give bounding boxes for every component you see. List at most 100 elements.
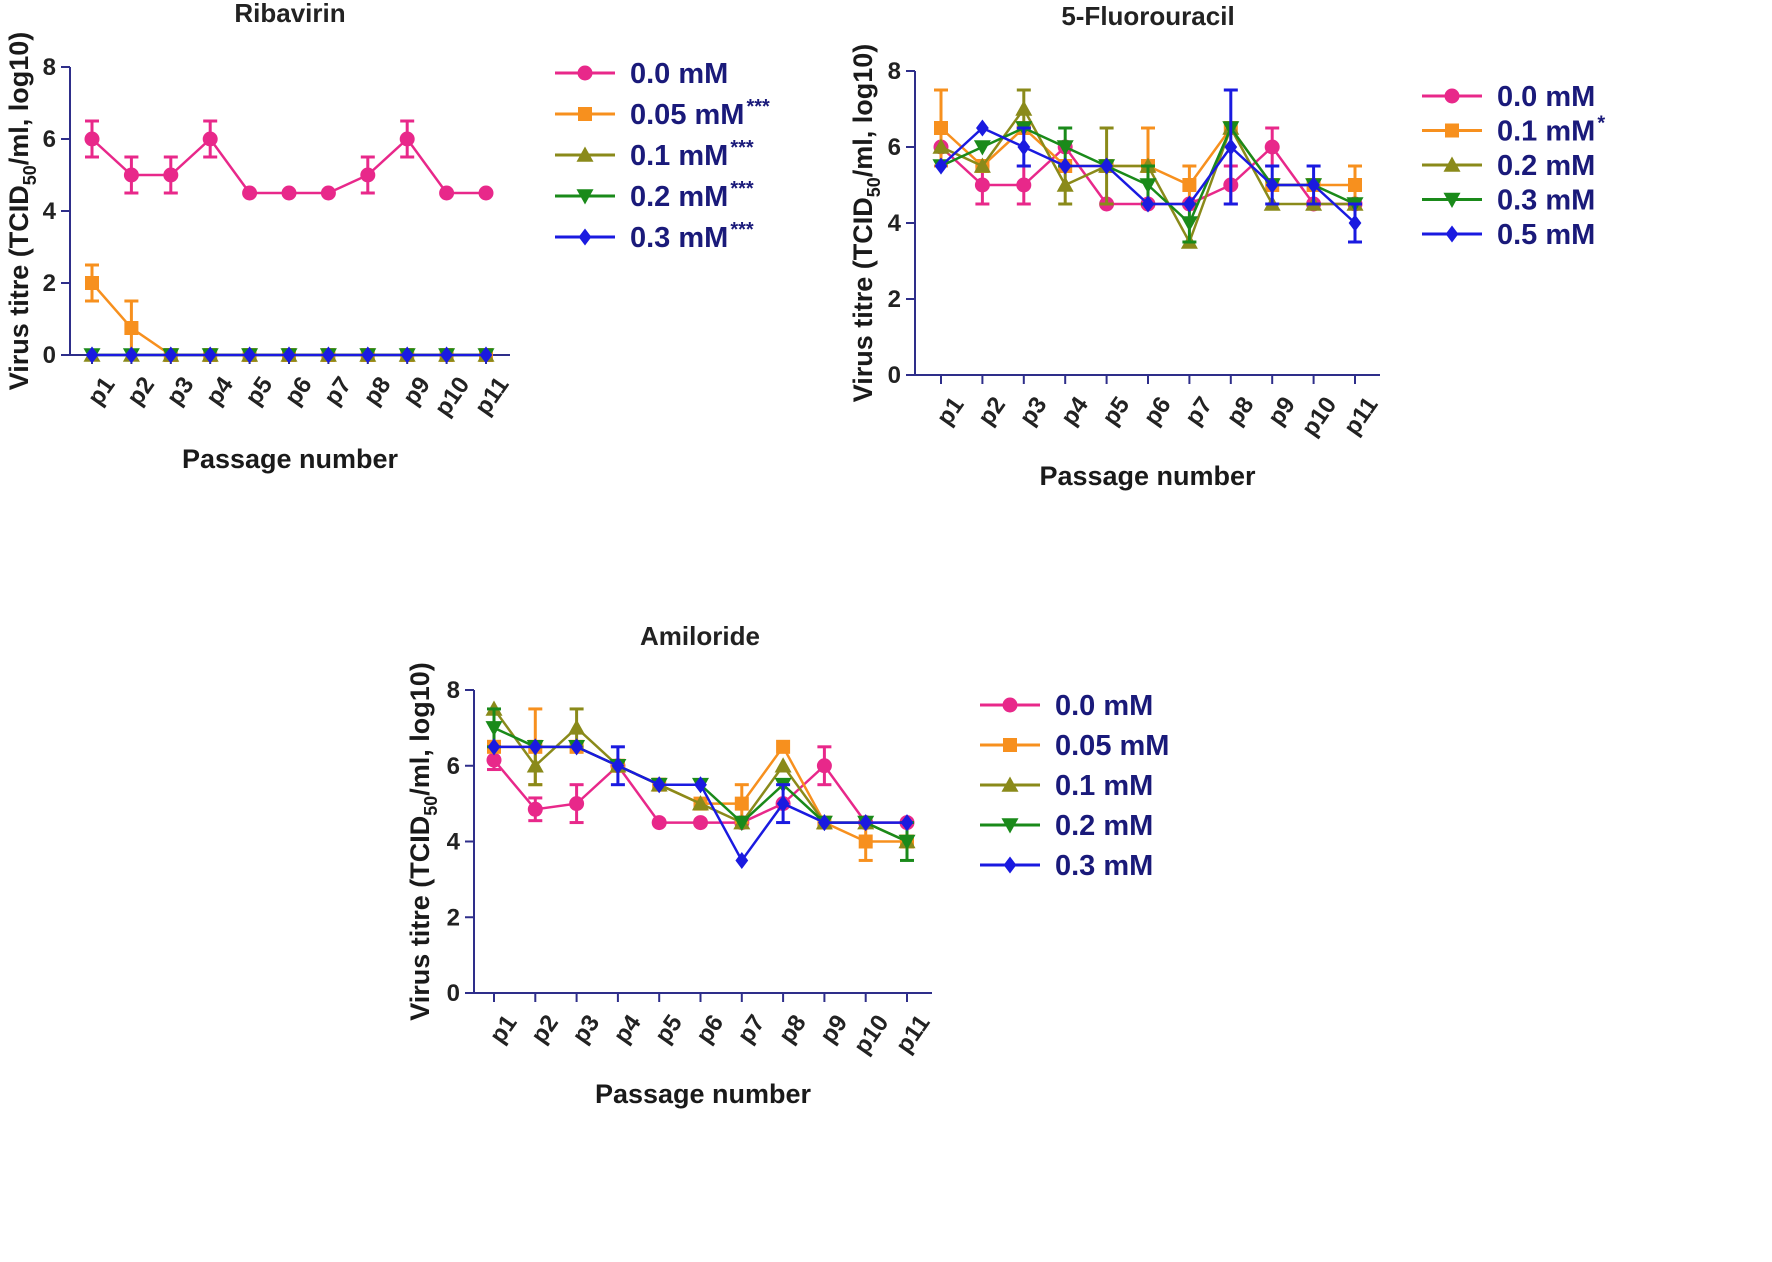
data-point [973, 157, 991, 173]
data-point [125, 346, 138, 364]
data-point [527, 801, 543, 817]
x-tick-label: p5 [240, 372, 278, 410]
data-point [360, 167, 376, 183]
legend-label: 0.2 mM [1055, 810, 1153, 842]
data-point [1182, 178, 1197, 192]
chart-title: Ribavirin [234, 0, 345, 28]
y-tick-label: 4 [43, 198, 57, 225]
y-label-part: /ml, log10) [4, 32, 34, 166]
data-point [361, 346, 375, 364]
y-tick-label: 8 [447, 677, 460, 704]
y-axis-label: Virus titre (TCID50/ml, log10) [848, 44, 884, 403]
data-point [976, 119, 989, 137]
x-tick-label: p11 [891, 1010, 936, 1058]
legend-marker [1445, 225, 1459, 243]
y-tick-label: 2 [888, 286, 901, 313]
y-label-part: /ml, log10) [848, 44, 878, 178]
data-point [1139, 178, 1157, 194]
legend-marker [1003, 738, 1017, 752]
x-tick-label: p8 [1221, 392, 1259, 430]
legend-label: 0.1 mM [1497, 116, 1595, 148]
y-label-part: Virus titre (TCID [405, 816, 435, 1021]
data-point [1265, 176, 1279, 194]
legend-marker [578, 107, 592, 121]
data-point [400, 346, 414, 364]
x-tick-label: p7 [319, 372, 357, 410]
data-point [84, 131, 100, 147]
legend-label: 0.1 mM [1055, 770, 1153, 802]
x-tick-label: p2 [973, 392, 1011, 430]
series-0-5-mM [934, 88, 1362, 244]
x-tick-label: p6 [279, 372, 317, 410]
x-tick-label: p6 [691, 1010, 729, 1048]
legend-marker [1003, 856, 1017, 874]
data-point [124, 321, 139, 335]
y-axis-label: Virus titre (TCID50/ml, log10) [405, 662, 441, 1021]
x-tick-label: p4 [201, 371, 240, 410]
data-point [163, 167, 179, 183]
y-label-part: Virus titre (TCID [4, 185, 34, 390]
data-point [486, 752, 502, 768]
data-point [974, 177, 990, 193]
data-point [568, 719, 586, 735]
x-axis-label: Passage number [182, 444, 399, 474]
data-point [281, 185, 297, 201]
legend-marker [576, 189, 594, 205]
x-tick-label: p2 [526, 1010, 564, 1048]
legend-label: 0.0 mM [630, 58, 728, 90]
y-tick-label: 6 [43, 126, 56, 153]
legend-significance: *** [746, 96, 770, 118]
data-point [479, 346, 493, 364]
series-0-0-mM [84, 119, 494, 201]
data-point [652, 776, 666, 794]
y-tick-label: 0 [447, 980, 460, 1007]
data-point [282, 346, 296, 364]
data-point [203, 346, 217, 364]
data-point [858, 834, 873, 849]
legend-label: 0.0 mM [1055, 690, 1153, 722]
data-point [1183, 195, 1196, 213]
data-point [934, 121, 948, 135]
x-tick-label: p5 [1097, 392, 1135, 430]
data-point [818, 814, 831, 832]
data-point [322, 346, 335, 364]
y-label-subscript: 50 [421, 796, 441, 816]
x-tick-label: p3 [567, 1010, 605, 1048]
legend-marker [1444, 88, 1460, 104]
legend-significance: *** [730, 219, 754, 241]
data-point [651, 815, 667, 831]
legend-label: 0.05 mM [1055, 730, 1169, 762]
y-label-subscript: 50 [20, 165, 40, 185]
legend-marker [1001, 818, 1019, 834]
x-axis-label: Passage number [1039, 461, 1256, 491]
y-label-part: /ml, log10) [405, 662, 435, 796]
data-point [526, 757, 544, 773]
data-point [85, 346, 99, 364]
legend-label: 0.05 mM [630, 99, 744, 131]
legend-marker [576, 146, 594, 162]
y-axis-label: Virus titre (TCID50/ml, log10) [4, 32, 40, 391]
data-point [164, 346, 178, 364]
data-point [399, 131, 415, 147]
data-point [734, 796, 749, 811]
y-tick-label: 0 [43, 342, 56, 369]
data-point [1141, 195, 1155, 213]
data-point [1058, 157, 1072, 175]
data-point [692, 795, 709, 811]
legend-marker [1443, 156, 1461, 172]
x-tick-label: p11 [470, 372, 515, 420]
data-point [774, 757, 792, 773]
data-point [243, 346, 256, 364]
data-point [202, 131, 218, 147]
y-label-subscript: 50 [864, 177, 884, 197]
y-tick-label: 2 [43, 270, 56, 297]
x-tick-label: p11 [1339, 392, 1384, 440]
x-tick-label: p1 [82, 372, 120, 410]
y-tick-label: 4 [888, 210, 902, 237]
legend-marker [1002, 697, 1018, 713]
legend-label: 0.5 mM [1497, 219, 1595, 251]
data-point [859, 814, 873, 832]
y-tick-label: 2 [447, 904, 460, 931]
